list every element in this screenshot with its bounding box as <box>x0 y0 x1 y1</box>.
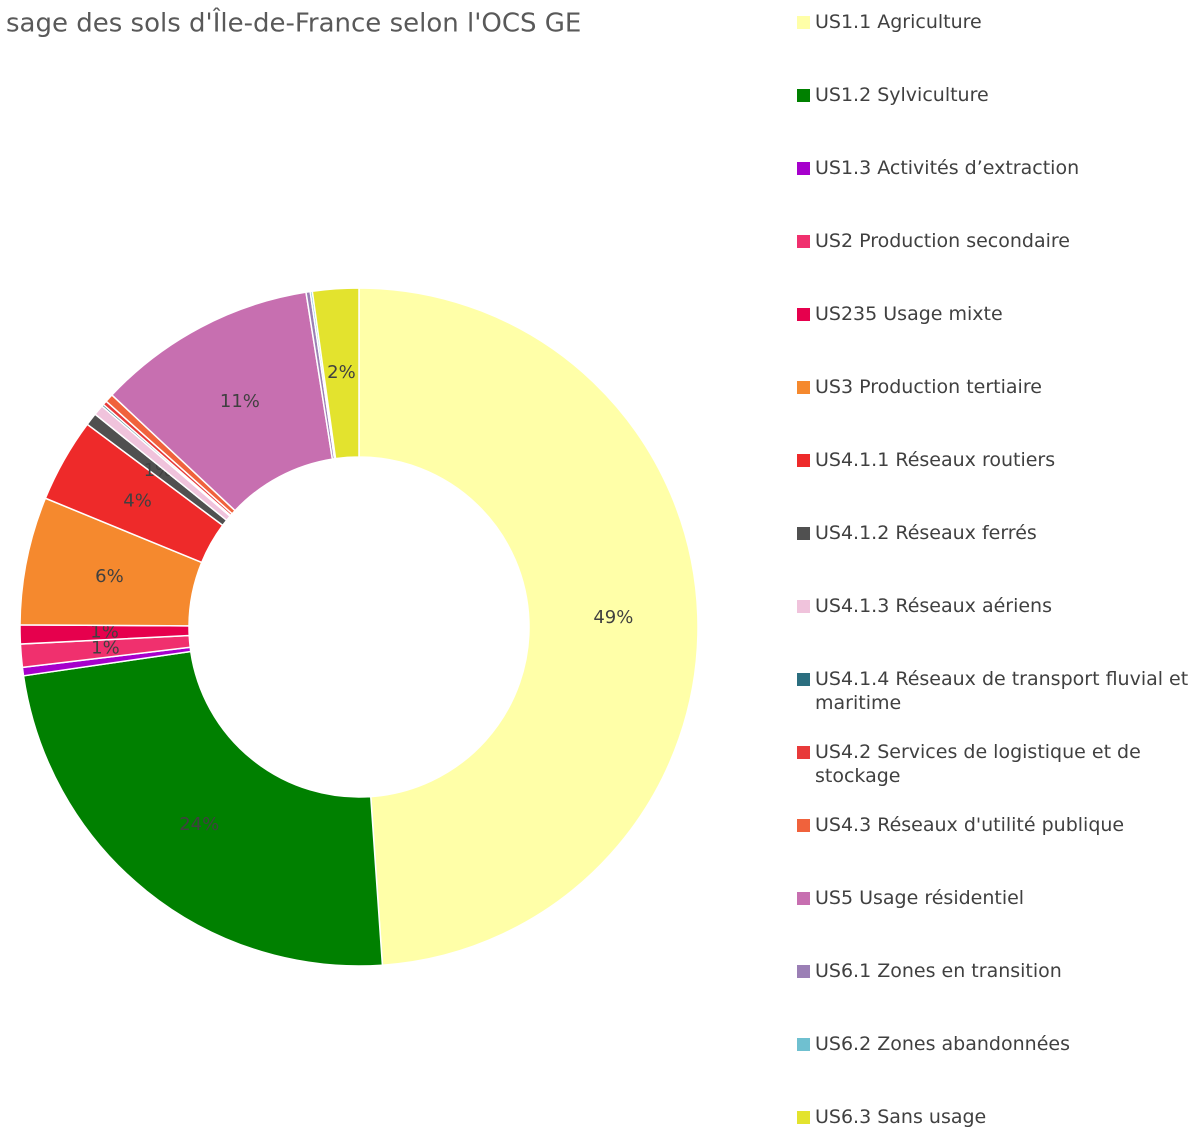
legend-label: US4.1.2 Réseaux ferrés <box>815 522 1037 544</box>
data-label: 1% <box>91 638 120 659</box>
slice <box>311 287 360 460</box>
data-label: 24% <box>179 814 219 835</box>
legend-label: US5 Usage résidentiel <box>815 887 1025 909</box>
legend-swatch <box>797 454 810 467</box>
legend-label: US1.3 Activités d’extraction <box>815 157 1080 179</box>
legend-swatch <box>797 308 810 321</box>
data-label: 6% <box>95 566 124 587</box>
legend-swatch <box>797 162 810 175</box>
slice <box>358 287 699 966</box>
data-label: 11% <box>220 391 260 412</box>
legend-label: US6.1 Zones en transition <box>815 960 1062 982</box>
legend-swatch <box>797 892 810 905</box>
legend-swatch <box>797 89 810 102</box>
legend-swatch <box>797 965 810 978</box>
legend-swatch <box>797 381 810 394</box>
legend-label: US4.2 Services de logistique et de stock… <box>815 741 1141 787</box>
legend-swatch <box>797 819 810 832</box>
slice <box>22 650 384 967</box>
legend-label: US2 Production secondaire <box>815 230 1070 252</box>
data-label: 1% <box>90 622 119 643</box>
legend-swatch <box>797 600 810 613</box>
legend-label: US4.3 Réseaux d'utilité publique <box>815 814 1125 836</box>
chart: sage des sols d'Île-de-France selon l'OC… <box>6 7 699 967</box>
data-label: 49% <box>593 607 633 628</box>
legend-label: US6.2 Zones abandonnées <box>815 1033 1070 1055</box>
legend-swatch <box>797 1038 810 1051</box>
legend-label: US1.2 Sylviculture <box>815 84 989 106</box>
legend-label: US1.1 Agriculture <box>815 11 982 33</box>
legend-swatch <box>797 1111 810 1124</box>
legend-label: US6.3 Sans usage <box>815 1106 987 1128</box>
legend-label: US4.1.3 Réseaux aériens <box>815 595 1052 617</box>
legend-label: US4.1.1 Réseaux routiers <box>815 449 1056 471</box>
legend-swatch <box>797 16 810 29</box>
chart-title: sage des sols d'Île-de-France selon l'OC… <box>6 7 581 39</box>
legend-swatch <box>797 527 810 540</box>
legend-label: US4.1.4 Réseaux de transport fluvial et … <box>815 668 1189 714</box>
data-label: 2% <box>327 362 356 383</box>
legend-swatch <box>797 235 810 248</box>
legend-swatch <box>797 746 810 759</box>
legend-swatch <box>797 673 810 686</box>
legend-label: US3 Production tertiaire <box>815 376 1042 398</box>
legend-label: US235 Usage mixte <box>815 303 1003 325</box>
data-label: 4% <box>123 491 152 512</box>
